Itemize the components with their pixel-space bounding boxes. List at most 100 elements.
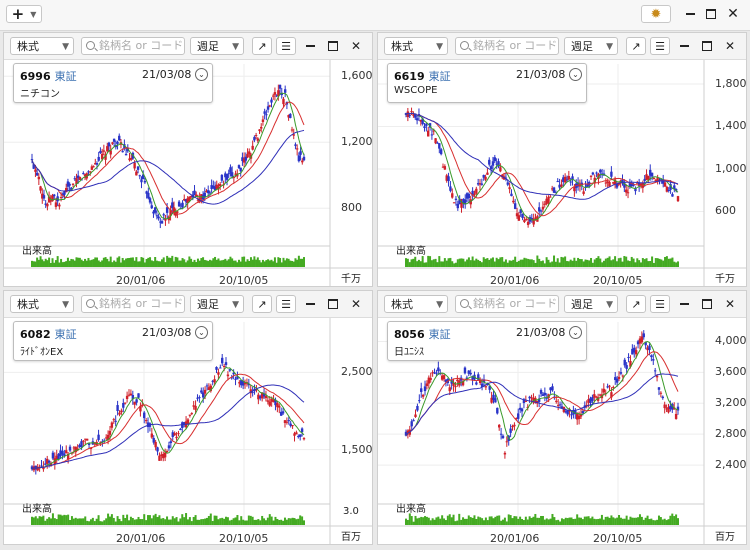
volume-bar	[658, 258, 661, 267]
volume-bar	[486, 520, 489, 525]
volume-bar	[410, 516, 413, 525]
panel-maximize-button[interactable]	[325, 295, 341, 313]
volume-bar	[471, 517, 474, 525]
candle-body	[34, 169, 37, 172]
popout-button[interactable]: ↗	[626, 37, 646, 55]
volume-bar	[54, 260, 57, 267]
volume-bar	[467, 257, 470, 267]
volume-bar	[677, 518, 679, 525]
price-chart[interactable]	[4, 318, 373, 545]
security-type-select[interactable]: 株式 ▼	[10, 37, 74, 55]
settings-button[interactable]: ✹	[641, 5, 671, 23]
volume-bar	[416, 261, 419, 267]
chevron-down-icon[interactable]: ⌄	[195, 68, 208, 81]
volume-bar	[515, 516, 518, 525]
panel-maximize-button[interactable]	[699, 295, 715, 313]
period-value: 週足	[571, 298, 593, 311]
volume-bar	[112, 517, 115, 525]
minimize-window-button[interactable]	[682, 5, 698, 23]
candle-body	[163, 452, 167, 458]
period-select[interactable]: 週足 ▼	[564, 295, 618, 313]
volume-bar	[514, 256, 517, 267]
volume-bar	[528, 516, 531, 525]
symbol-search-input[interactable]: 銘柄名 or コード	[455, 295, 559, 313]
candle-body	[519, 209, 522, 213]
period-select[interactable]: 週足 ▼	[564, 37, 618, 55]
chevron-down-icon[interactable]: ⌄	[569, 68, 582, 81]
volume-bar	[212, 258, 215, 267]
symbol-code: 8056 東証	[394, 326, 451, 342]
symbol-search-input[interactable]: 銘柄名 or コード	[455, 37, 559, 55]
volume-bar	[297, 255, 300, 267]
add-panel-button[interactable]: + ▼	[6, 5, 42, 23]
popout-button[interactable]: ↗	[252, 37, 272, 55]
volume-bar	[162, 257, 165, 267]
candle-body	[173, 433, 176, 436]
panel-close-button[interactable]: ✕	[722, 37, 738, 55]
volume-bar	[484, 517, 487, 525]
panel-close-button[interactable]: ✕	[348, 37, 364, 55]
period-select[interactable]: 週足 ▼	[190, 295, 244, 313]
panel-close-button[interactable]: ✕	[348, 295, 364, 313]
candle-body	[276, 403, 279, 408]
candle-body	[106, 146, 109, 152]
candle-body	[258, 129, 261, 131]
symbol-search-input[interactable]: 銘柄名 or コード	[81, 295, 185, 313]
panel-minimize-button[interactable]	[302, 295, 318, 313]
price-chart[interactable]	[378, 60, 747, 287]
menu-button[interactable]: ☰	[650, 37, 670, 55]
candle-body	[184, 199, 188, 202]
volume-bar	[429, 520, 432, 525]
candle-body	[674, 413, 678, 419]
volume-bar	[65, 261, 68, 267]
chevron-down-icon[interactable]: ⌄	[569, 326, 582, 339]
volume-bar	[591, 262, 594, 267]
volume-bar	[285, 258, 288, 267]
candle-body	[59, 450, 62, 457]
security-type-select[interactable]: 株式 ▼	[384, 295, 448, 313]
panel-maximize-button[interactable]	[699, 37, 715, 55]
panel-minimize-button[interactable]	[676, 37, 692, 55]
popout-button[interactable]: ↗	[252, 295, 272, 313]
chevron-down-icon[interactable]: ⌄	[195, 326, 208, 339]
symbol-search-input[interactable]: 銘柄名 or コード	[81, 37, 185, 55]
close-window-button[interactable]: ✕	[725, 5, 741, 23]
price-chart[interactable]	[378, 318, 747, 545]
candle-body	[530, 397, 533, 399]
volume-bar	[530, 259, 533, 267]
price-chart[interactable]	[4, 60, 373, 287]
security-type-select[interactable]: 株式 ▼	[10, 295, 74, 313]
maximize-icon	[702, 299, 712, 309]
volume-bar	[571, 260, 574, 267]
volume-bar	[188, 256, 191, 267]
menu-button[interactable]: ☰	[276, 37, 296, 55]
candle-body	[63, 191, 66, 195]
panel-maximize-button[interactable]	[325, 37, 341, 55]
candle-body	[272, 399, 275, 403]
candle-body	[294, 144, 297, 146]
candle-body	[124, 153, 128, 156]
volume-bar	[215, 259, 218, 267]
candle-body	[275, 95, 278, 97]
candle-body	[82, 173, 85, 175]
maximize-window-button[interactable]	[703, 5, 719, 23]
volume-bar	[86, 520, 89, 525]
period-select[interactable]: 週足 ▼	[190, 37, 244, 55]
candle-body	[261, 119, 265, 122]
candle-body	[229, 167, 232, 173]
volume-bar	[473, 260, 476, 267]
candle-body	[645, 174, 648, 180]
volume-bar	[259, 520, 262, 525]
menu-button[interactable]: ☰	[650, 295, 670, 313]
popout-button[interactable]: ↗	[626, 295, 646, 313]
panel-minimize-button[interactable]	[302, 37, 318, 55]
menu-button[interactable]: ☰	[276, 295, 296, 313]
volume-bar	[556, 258, 559, 267]
panel-minimize-button[interactable]	[676, 295, 692, 313]
candle-body	[145, 191, 148, 194]
volume-bar	[49, 263, 52, 267]
volume-bar	[282, 520, 285, 525]
panel-close-button[interactable]: ✕	[722, 295, 738, 313]
security-type-select[interactable]: 株式 ▼	[384, 37, 448, 55]
candle-body	[47, 460, 51, 463]
